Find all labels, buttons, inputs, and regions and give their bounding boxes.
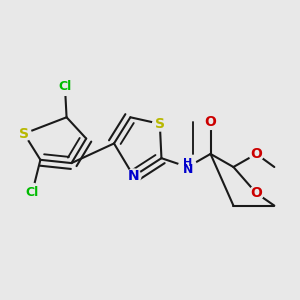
Circle shape <box>126 169 141 183</box>
Text: N: N <box>182 163 193 176</box>
Circle shape <box>56 77 74 95</box>
Circle shape <box>203 115 218 129</box>
Circle shape <box>153 117 167 131</box>
Text: N: N <box>128 169 140 183</box>
Text: O: O <box>250 186 262 200</box>
Circle shape <box>249 186 263 200</box>
Circle shape <box>249 147 263 161</box>
Text: O: O <box>250 147 262 161</box>
Circle shape <box>178 158 197 176</box>
Circle shape <box>23 183 41 202</box>
Text: S: S <box>19 127 29 141</box>
Circle shape <box>17 126 31 141</box>
Text: O: O <box>205 115 217 129</box>
Text: S: S <box>155 117 165 131</box>
Text: Cl: Cl <box>58 80 72 93</box>
Text: H: H <box>183 158 192 168</box>
Text: Cl: Cl <box>26 186 39 199</box>
